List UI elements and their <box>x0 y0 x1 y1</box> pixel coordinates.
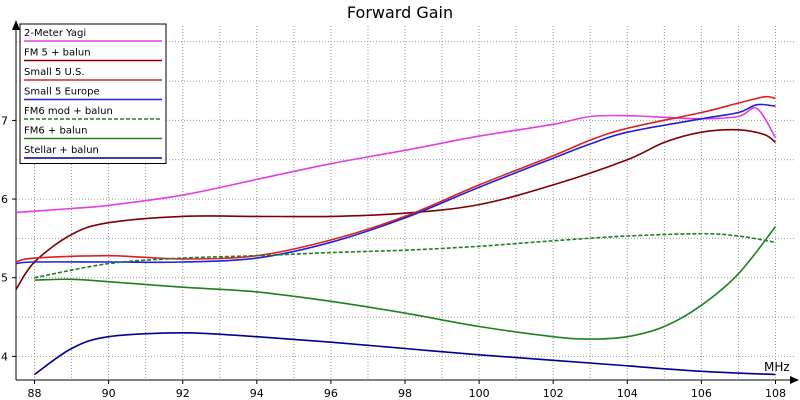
legend-label: 2-Meter Yagi <box>24 28 86 39</box>
series-lines <box>15 95 777 376</box>
x-tick-label: 88 <box>28 387 42 400</box>
series-line-3 <box>15 103 776 265</box>
series-line-5 <box>34 226 777 340</box>
legend-label: Small 5 Europe <box>24 87 100 98</box>
x-tick-label: 96 <box>324 387 338 400</box>
series-line-6 <box>34 331 776 376</box>
y-tick-label: 7 <box>1 114 8 127</box>
tick-labels: 88 90 92 94 96 98 100 102 104 106 108 4 5 6 7 <box>1 114 786 400</box>
y-tick-label: 5 <box>1 272 8 285</box>
legend-label: FM 5 + balun <box>24 48 91 59</box>
legend-label: FM6 + balun <box>24 126 87 137</box>
x-tick-label: 100 <box>469 387 490 400</box>
legend-label: FM6 mod + balun <box>24 106 113 117</box>
x-tick-label: 94 <box>250 387 264 400</box>
legend-label: Small 5 U.S. <box>24 67 85 78</box>
x-tick-label: 106 <box>691 387 712 400</box>
series-line-2 <box>15 95 776 263</box>
x-tick-label: 98 <box>398 387 412 400</box>
series-line-1 <box>15 128 776 290</box>
x-tick-label: 92 <box>176 387 190 400</box>
grid <box>16 26 794 380</box>
y-tick-label: 6 <box>1 193 8 206</box>
chart-title: Forward Gain <box>347 3 453 22</box>
y-tick-label: 4 <box>1 350 8 363</box>
axes <box>12 20 799 384</box>
series-line-0 <box>15 107 777 214</box>
y-axis-arrow <box>12 20 20 30</box>
x-tick-label: 90 <box>102 387 116 400</box>
x-axis-unit-label: MHz <box>764 360 790 374</box>
legend-box <box>19 23 167 164</box>
x-tick-label: 104 <box>617 387 638 400</box>
x-tick-label: 102 <box>543 387 564 400</box>
legend[interactable]: 2-Meter Yagi FM 5 + balun Small 5 U.S. Smal… <box>19 23 167 164</box>
x-tick-label: 108 <box>765 387 786 400</box>
legend-label: Stellar + balun <box>24 145 99 156</box>
series-line-4 <box>34 232 776 279</box>
x-axis-arrow <box>790 376 799 384</box>
